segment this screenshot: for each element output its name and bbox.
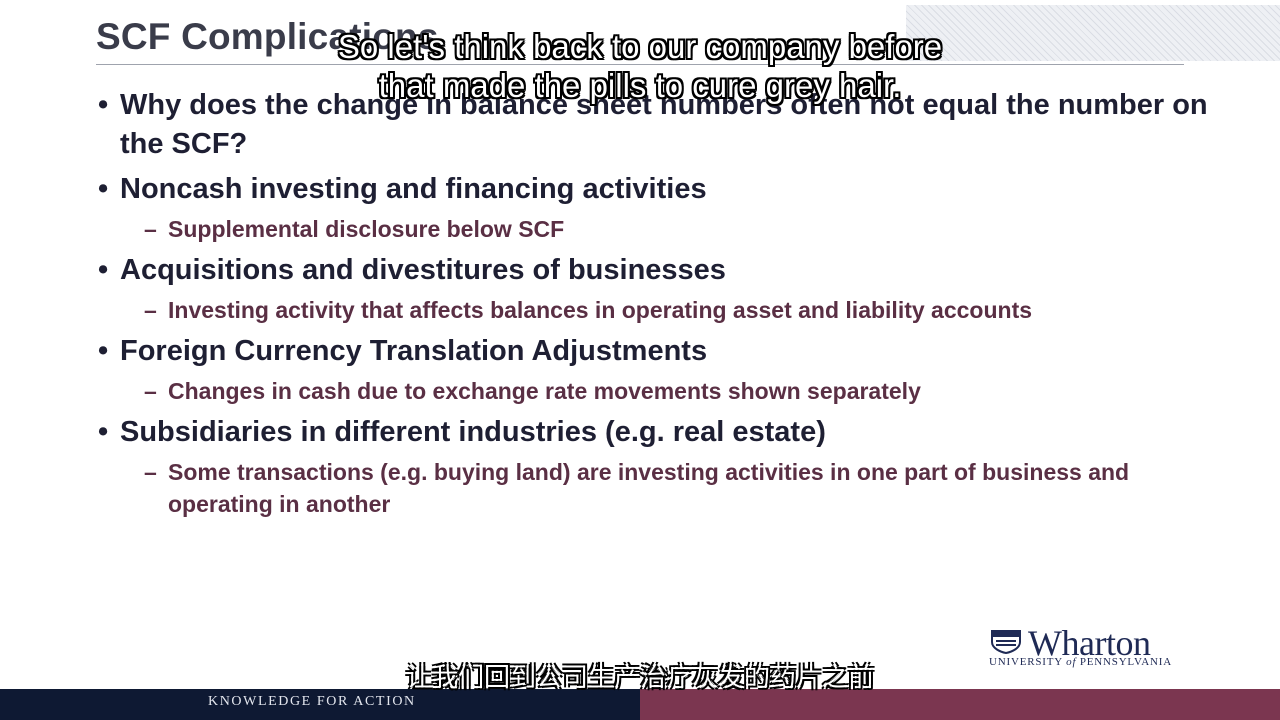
logo-subtitle-university: UNIVERSITY (989, 656, 1067, 668)
header-decorative-band (906, 5, 1280, 61)
logo-subtitle-of: of (1066, 656, 1077, 668)
bullet-item: • Subsidiaries in different industries (… (96, 413, 1216, 520)
sub-bullet-dash-icon: – (144, 216, 157, 242)
bullet-text: Why does the change in balance sheet num… (120, 89, 1208, 160)
sub-bullet-item: – Supplemental disclosure below SCF (120, 213, 1216, 245)
wharton-logo: Wharton UNIVERSITY of PENNSYLVANIA (988, 623, 1194, 672)
sub-bullet-dash-icon: – (144, 378, 157, 404)
bullet-text: Subsidiaries in different industries (e.… (120, 416, 826, 448)
slide-title: SCF Complications (96, 16, 439, 57)
bullet-dot-icon: • (98, 173, 109, 205)
sub-bullet-text: Changes in cash due to exchange rate mov… (168, 378, 921, 404)
sub-bullet-text: Some transactions (e.g. buying land) are… (168, 459, 1130, 517)
logo-subtitle: UNIVERSITY of PENNSYLVANIA (989, 656, 1172, 668)
sub-bullet-text: Supplemental disclosure below SCF (168, 216, 565, 242)
footer-navy-band (0, 689, 640, 720)
logo-wordmark: Wharton (1028, 623, 1151, 663)
english-subtitle-line: So let's think back to our company befor… (337, 28, 943, 65)
english-subtitle-line: that made the pills to cure grey hair. (378, 67, 902, 104)
sub-bullet-item: – Some transactions (e.g. buying land) a… (120, 456, 1216, 520)
footer-maroon-band (640, 689, 1280, 720)
sub-bullet-item: – Changes in cash due to exchange rate m… (120, 375, 1216, 407)
bullet-item: • Foreign Currency Translation Adjustmen… (96, 332, 1216, 407)
bullet-item: • Noncash investing and financing activi… (96, 170, 1216, 245)
footer-tagline: KNOWLEDGE FOR ACTION (208, 694, 416, 709)
bullet-dot-icon: • (98, 89, 109, 121)
chinese-subtitle: 让我们回到公司生产治疗灰发的药片之前 (405, 663, 874, 693)
bullet-item: • Why does the change in balance sheet n… (96, 86, 1216, 164)
bullet-text: Noncash investing and financing activiti… (120, 173, 707, 205)
bullet-list: • Why does the change in balance sheet n… (96, 86, 1216, 526)
sub-bullet-dash-icon: – (144, 297, 157, 323)
english-subtitle: So let's think back to our company befor… (0, 27, 1280, 105)
sub-bullet-dash-icon: – (144, 459, 157, 485)
bullet-item: • Acquisitions and divestitures of busin… (96, 251, 1216, 326)
sub-bullet-text: Investing activity that affects balances… (168, 297, 1033, 323)
logo-subtitle-pennsylvania: PENNSYLVANIA (1076, 656, 1172, 668)
title-divider (96, 64, 1184, 65)
bullet-dot-icon: • (98, 416, 109, 448)
bullet-dot-icon: • (98, 254, 109, 286)
bullet-dot-icon: • (98, 335, 109, 367)
bullet-text: Acquisitions and divestitures of busines… (120, 254, 726, 286)
penn-shield-icon (991, 630, 1021, 654)
sub-bullet-item: – Investing activity that affects balanc… (120, 294, 1216, 326)
bullet-text: Foreign Currency Translation Adjustments (120, 335, 708, 367)
